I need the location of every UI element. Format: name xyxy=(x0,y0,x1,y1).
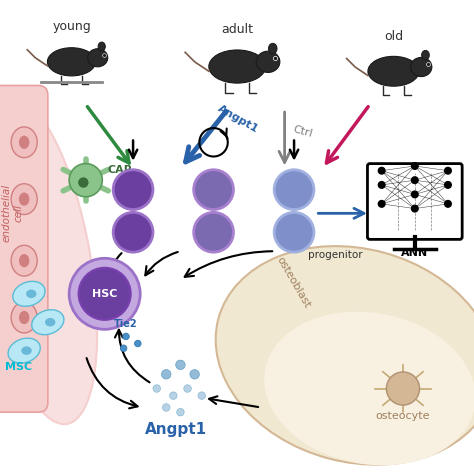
Text: MSC: MSC xyxy=(5,362,32,372)
Text: Angpt1: Angpt1 xyxy=(216,103,260,135)
Ellipse shape xyxy=(8,338,40,363)
Ellipse shape xyxy=(19,192,29,206)
Ellipse shape xyxy=(11,184,37,215)
Text: endothelial
cell: endothelial cell xyxy=(1,184,23,242)
Circle shape xyxy=(445,167,451,174)
Circle shape xyxy=(184,385,191,392)
Text: old: old xyxy=(384,30,403,43)
Circle shape xyxy=(274,170,314,210)
Circle shape xyxy=(113,170,153,210)
Circle shape xyxy=(153,385,161,392)
Ellipse shape xyxy=(78,177,89,188)
Circle shape xyxy=(177,409,184,416)
Circle shape xyxy=(378,182,385,188)
Circle shape xyxy=(163,404,170,411)
Circle shape xyxy=(194,212,234,252)
Circle shape xyxy=(194,170,234,210)
Text: Tie2: Tie2 xyxy=(114,319,138,329)
Circle shape xyxy=(411,205,418,212)
Text: Ctrl: Ctrl xyxy=(292,125,313,139)
Ellipse shape xyxy=(21,346,32,355)
Ellipse shape xyxy=(264,311,474,465)
Ellipse shape xyxy=(268,43,277,54)
Circle shape xyxy=(79,268,131,320)
Circle shape xyxy=(445,182,451,188)
Text: Angpt1: Angpt1 xyxy=(145,421,207,437)
Ellipse shape xyxy=(45,318,55,327)
Circle shape xyxy=(378,201,385,207)
Circle shape xyxy=(69,258,140,329)
Circle shape xyxy=(411,163,418,169)
Ellipse shape xyxy=(26,290,36,298)
Text: young: young xyxy=(52,20,91,33)
Circle shape xyxy=(162,370,171,379)
Ellipse shape xyxy=(209,50,265,83)
FancyBboxPatch shape xyxy=(367,164,462,239)
Ellipse shape xyxy=(19,254,29,267)
Text: HSC: HSC xyxy=(92,289,118,299)
Text: CAR: CAR xyxy=(107,165,132,175)
Circle shape xyxy=(378,167,385,174)
Text: osteocyte: osteocyte xyxy=(376,411,430,421)
Ellipse shape xyxy=(422,50,429,60)
Ellipse shape xyxy=(216,246,474,465)
Ellipse shape xyxy=(368,56,419,86)
Circle shape xyxy=(69,164,102,197)
Text: progenitor: progenitor xyxy=(308,250,363,260)
Circle shape xyxy=(274,212,314,252)
Text: osteoblast: osteoblast xyxy=(275,255,312,310)
Ellipse shape xyxy=(19,311,29,324)
Ellipse shape xyxy=(98,42,105,51)
Circle shape xyxy=(190,370,200,379)
Circle shape xyxy=(411,191,418,198)
Ellipse shape xyxy=(410,57,432,77)
Ellipse shape xyxy=(256,51,280,73)
Ellipse shape xyxy=(19,136,29,149)
Circle shape xyxy=(135,340,141,347)
Ellipse shape xyxy=(32,310,64,335)
Circle shape xyxy=(123,333,129,340)
Ellipse shape xyxy=(13,282,45,306)
Circle shape xyxy=(386,372,419,405)
Ellipse shape xyxy=(11,302,37,333)
Circle shape xyxy=(170,392,177,400)
Text: ANN: ANN xyxy=(401,248,428,258)
Ellipse shape xyxy=(47,48,96,76)
Ellipse shape xyxy=(11,127,37,158)
Text: adult: adult xyxy=(221,23,253,36)
Ellipse shape xyxy=(11,245,37,276)
Ellipse shape xyxy=(88,49,108,67)
Circle shape xyxy=(445,201,451,207)
Circle shape xyxy=(198,392,206,400)
Circle shape xyxy=(411,177,418,183)
Ellipse shape xyxy=(0,97,97,424)
FancyBboxPatch shape xyxy=(0,85,48,412)
Circle shape xyxy=(176,360,185,370)
Circle shape xyxy=(120,345,127,352)
Circle shape xyxy=(113,212,153,252)
